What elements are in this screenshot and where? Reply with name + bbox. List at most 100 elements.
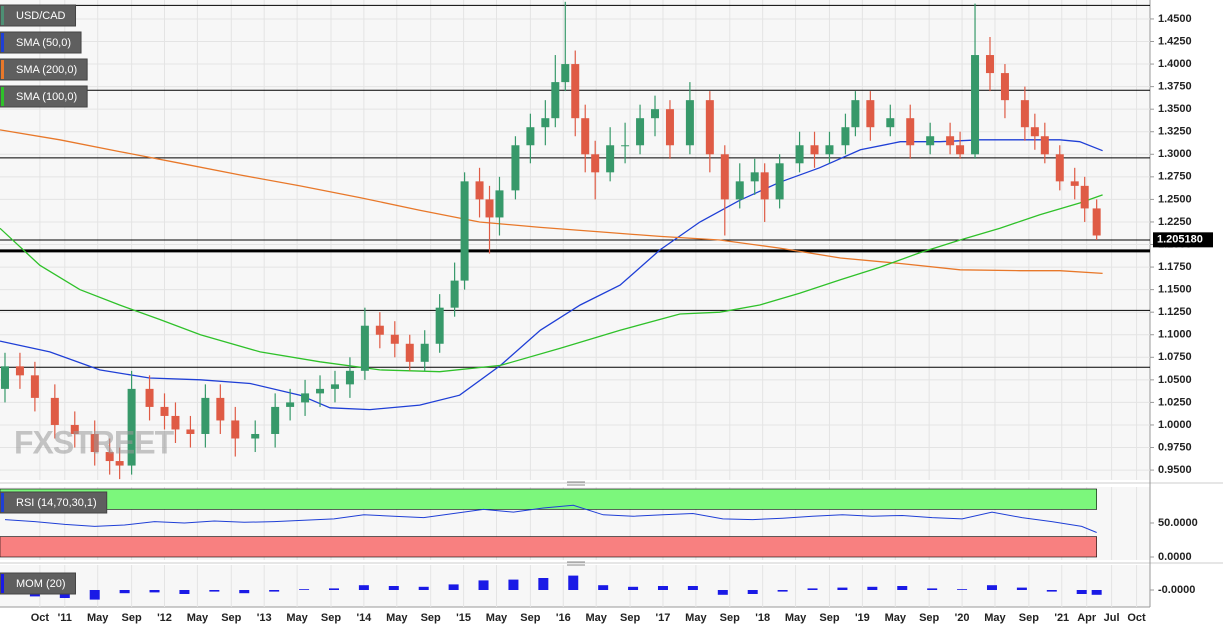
y-tick-label: 1.1250 (1158, 306, 1192, 318)
candle-body (345, 370, 354, 385)
legend-swatch (1, 493, 4, 512)
x-tick-label: '20 (955, 612, 970, 624)
candle-body (360, 325, 369, 371)
legend-swatch (1, 6, 4, 25)
x-tick-label: '14 (356, 612, 372, 624)
candle-body (330, 384, 339, 389)
legend-swatch (1, 60, 4, 79)
x-tick-label: Sep (122, 612, 142, 624)
y-tick-label: 50.0000 (1158, 517, 1198, 529)
legend-entry: SMA (50,0) (0, 31, 82, 54)
y-tick-label: 1.2500 (1158, 193, 1192, 205)
y-tick-label: 1.0250 (1158, 396, 1192, 408)
mom-bar (807, 588, 818, 590)
mom-bar (598, 585, 609, 590)
x-tick-label: '15 (456, 612, 471, 624)
x-tick-label: May (286, 612, 308, 624)
x-tick-label: Sep (421, 612, 441, 624)
x-tick-label: May (984, 612, 1006, 624)
candle-body (795, 145, 804, 164)
candle-body (665, 109, 674, 146)
overbought-band (0, 488, 1097, 510)
candle-body (561, 64, 570, 83)
candle-body (841, 127, 850, 146)
legend-label: MOM (20) (16, 578, 66, 590)
legend-box (0, 85, 88, 108)
candle-body (271, 406, 280, 434)
last-price-box (1153, 232, 1213, 248)
mom-bar (239, 590, 250, 594)
candle-body (985, 55, 994, 74)
mom-bar (119, 590, 130, 594)
candle-body (851, 100, 860, 128)
mom-bar (418, 586, 429, 590)
mom-bar (179, 590, 190, 594)
mom-bar (1076, 590, 1087, 594)
x-tick-label: Jul (1104, 612, 1120, 624)
y-tick-label: 1.1000 (1158, 329, 1192, 341)
candle-body (866, 100, 875, 128)
candle-body (810, 145, 819, 155)
y-tick-label: 1.1500 (1158, 284, 1192, 296)
x-tick-label: Sep (720, 612, 740, 624)
legend-label: SMA (100,0) (16, 91, 77, 103)
y-tick-label: 0.0000 (1158, 551, 1192, 563)
candle-body (551, 82, 560, 119)
candle-body (511, 145, 520, 191)
mom-bar (1046, 590, 1057, 592)
mom-bar (927, 588, 938, 590)
candle-body (70, 424, 79, 434)
candle-body (720, 154, 729, 200)
labels: Oct '11 May Sep '12 May Sep '13 May Sep '14 May Sep '… (0, 4, 1213, 624)
x-tick-label: Sep (321, 612, 341, 624)
candle-body (405, 343, 414, 362)
mom-bar (747, 590, 758, 594)
x-tick-label: '16 (556, 612, 571, 624)
candle-body (621, 145, 630, 147)
y-tick-label: 0.9750 (1158, 441, 1192, 453)
candle-body (526, 127, 535, 146)
mom-bar (209, 590, 220, 592)
x-tick-label: Oct (31, 612, 50, 624)
x-tick-label: May (585, 612, 607, 624)
candle-body (485, 199, 494, 218)
mom-bar (89, 590, 100, 600)
mom-bar (328, 588, 339, 590)
candle-body (750, 172, 759, 182)
candle-body (1055, 154, 1064, 182)
last-price-label: 1.205180 (1157, 234, 1203, 246)
candle-body (1040, 136, 1049, 155)
candle-body (1080, 185, 1089, 209)
y-tick-label: 1.3250 (1158, 126, 1192, 138)
y-tick-label: 1.4000 (1158, 58, 1192, 70)
x-tick-label: '18 (755, 612, 770, 624)
y-tick-label: -0.0000 (1158, 584, 1195, 596)
candle-body (581, 118, 590, 155)
candle-body (541, 118, 550, 128)
legend-swatch (1, 87, 4, 106)
y-tick-label: 1.3000 (1158, 148, 1192, 160)
x-tick-label: Oct (1127, 612, 1146, 624)
y-tick-label: 1.0500 (1158, 374, 1192, 386)
candle-body (50, 397, 59, 425)
mom-bar (717, 590, 728, 595)
x-tick-label: May (685, 612, 707, 624)
mom-bar (299, 589, 310, 590)
legend-label: RSI (14,70,30,1) (16, 497, 97, 509)
mom-bar (1016, 587, 1027, 590)
candle-body (971, 55, 980, 155)
candle-body (186, 429, 195, 434)
mom-bar (687, 586, 698, 590)
resize-grip[interactable] (567, 481, 585, 566)
legend-entry: USD/CAD (0, 4, 77, 27)
candle-body (606, 145, 615, 173)
sma-line (0, 194, 1103, 373)
legend-label: SMA (50,0) (16, 37, 71, 49)
candle-body (450, 280, 459, 308)
x-tick-label: Sep (620, 612, 640, 624)
mom-bar (628, 586, 639, 590)
candle-body (251, 433, 260, 439)
legend-entry: RSI (14,70,30,1) (0, 491, 108, 514)
candle-body (15, 366, 24, 376)
